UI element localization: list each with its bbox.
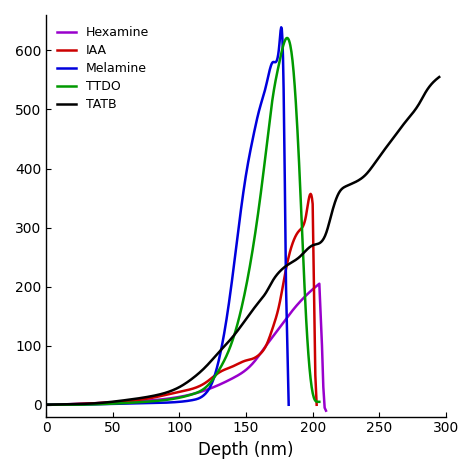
IAA [161, 392, 166, 398]
IAA [314, 402, 319, 408]
TTDO [44, 402, 49, 408]
Melamine [73, 402, 79, 408]
Melamine [194, 396, 200, 402]
Hexamine [323, 408, 329, 413]
TATB [44, 402, 49, 408]
IAA [308, 191, 313, 197]
TTDO [206, 382, 211, 387]
TTDO [317, 399, 322, 405]
TATB [275, 271, 281, 276]
Hexamine [205, 387, 210, 392]
TATB [339, 186, 345, 191]
Melamine [257, 104, 263, 109]
TTDO [284, 35, 290, 41]
Melamine [278, 25, 284, 30]
Hexamine [109, 400, 114, 405]
Melamine [241, 185, 247, 191]
Hexamine [79, 401, 85, 407]
TATB [306, 245, 311, 251]
Melamine [286, 402, 292, 408]
TTDO [267, 114, 273, 120]
Legend: Hexamine, IAA, Melamine, TTDO, TATB: Hexamine, IAA, Melamine, TTDO, TATB [53, 21, 155, 116]
IAA [257, 351, 263, 357]
Line: Hexamine: Hexamine [46, 284, 326, 410]
TATB [145, 394, 150, 400]
IAA [136, 397, 141, 403]
Hexamine [293, 303, 299, 309]
Line: IAA: IAA [46, 194, 317, 405]
Line: TTDO: TTDO [46, 38, 319, 405]
Hexamine [44, 402, 49, 408]
X-axis label: Depth (nm): Depth (nm) [198, 441, 294, 459]
TTDO [310, 393, 316, 399]
Melamine [168, 400, 174, 405]
TATB [437, 74, 442, 80]
Hexamine [59, 401, 65, 407]
IAA [99, 400, 104, 406]
TATB [113, 399, 118, 404]
Line: TATB: TATB [46, 77, 439, 405]
Line: Melamine: Melamine [46, 27, 289, 405]
Hexamine [297, 300, 302, 305]
TTDO [173, 395, 179, 401]
TTDO [191, 391, 197, 397]
TTDO [175, 395, 181, 401]
IAA [44, 402, 49, 408]
Melamine [172, 399, 178, 405]
TATB [221, 344, 227, 349]
Melamine [44, 402, 49, 408]
Hexamine [317, 281, 322, 287]
IAA [56, 402, 62, 408]
IAA [129, 398, 135, 403]
